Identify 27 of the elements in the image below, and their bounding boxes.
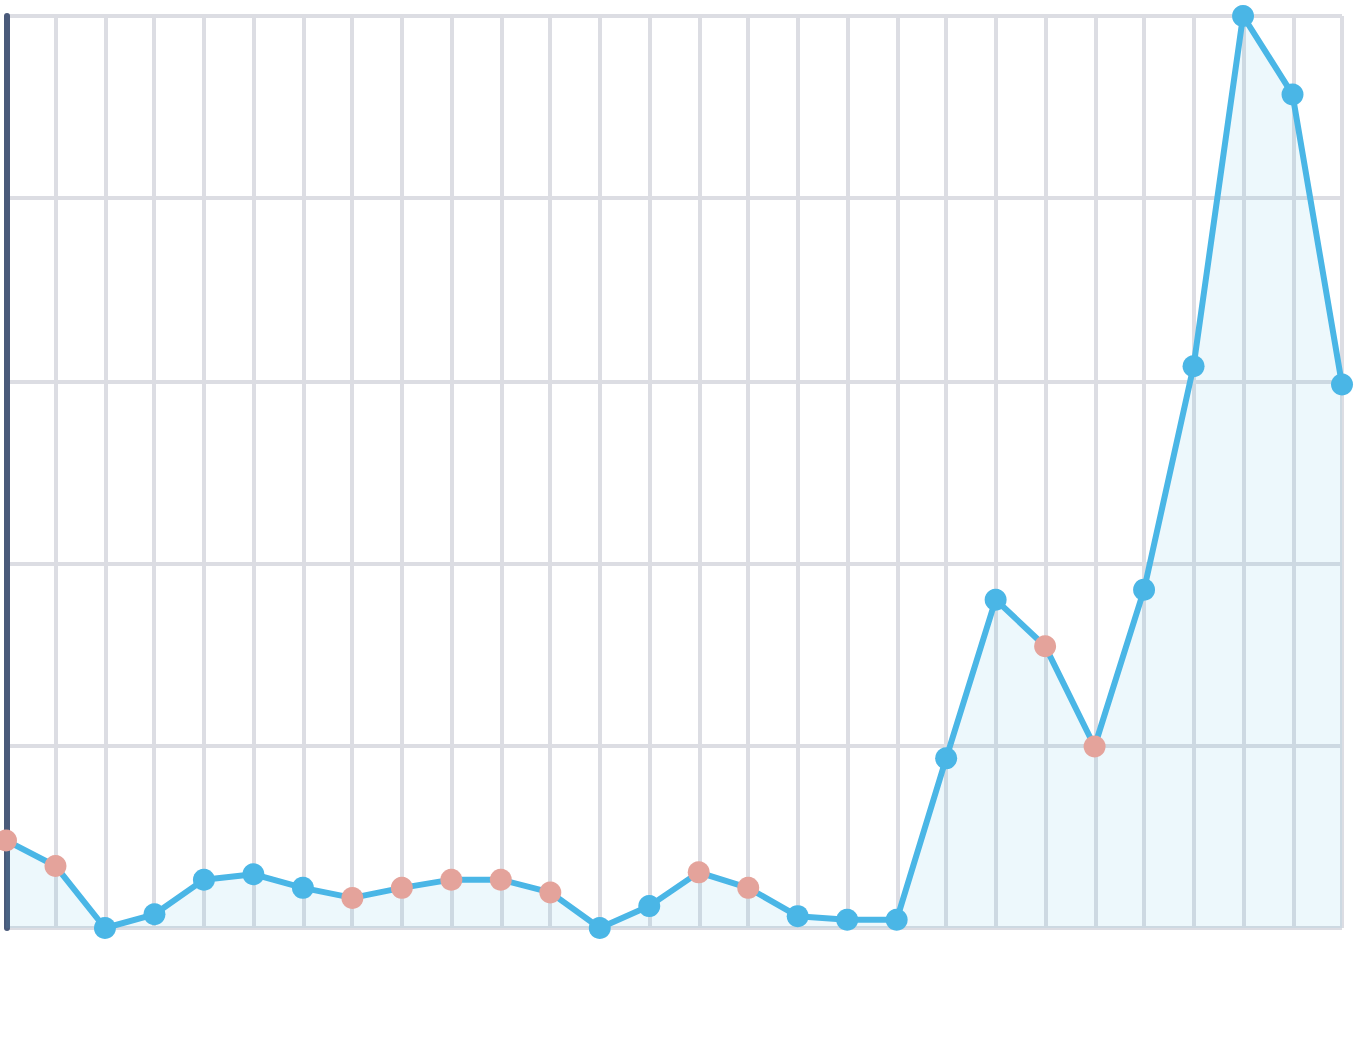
- point: [291, 876, 314, 899]
- point: [1133, 578, 1156, 601]
- point: [1034, 635, 1057, 658]
- point: [1232, 5, 1255, 27]
- point: [687, 861, 710, 884]
- point: [1083, 735, 1106, 758]
- point: [489, 868, 512, 891]
- point: [539, 881, 562, 904]
- point: [885, 908, 908, 931]
- point: [786, 905, 809, 928]
- point: [341, 886, 364, 909]
- point: [440, 868, 463, 891]
- point: [638, 895, 661, 918]
- point: [1182, 355, 1205, 378]
- point: [737, 876, 760, 899]
- point: [242, 863, 265, 886]
- point: [143, 903, 166, 926]
- point: [1331, 373, 1353, 396]
- point: [44, 854, 67, 877]
- point: [390, 876, 413, 899]
- point: [984, 588, 1007, 611]
- point: [1281, 83, 1304, 106]
- point: [935, 747, 958, 770]
- point: [192, 868, 215, 891]
- point: [93, 917, 116, 939]
- point: [588, 917, 611, 939]
- point: [836, 908, 859, 931]
